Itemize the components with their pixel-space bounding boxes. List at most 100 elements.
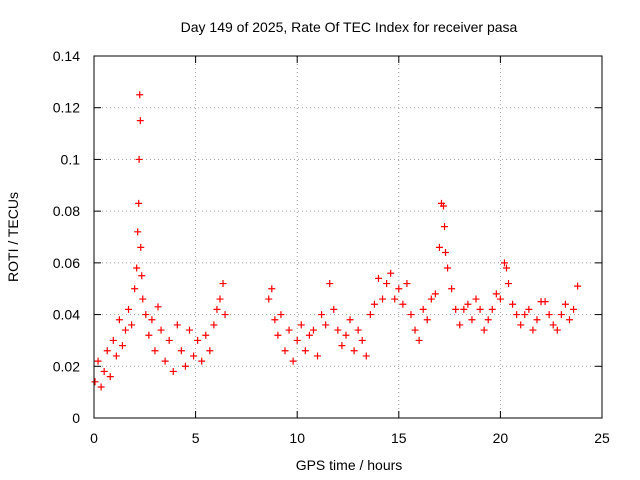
data-point	[549, 321, 557, 329]
data-point	[574, 282, 582, 290]
y-tick-label: 0.12	[53, 100, 80, 116]
data-point	[379, 295, 387, 303]
data-point	[134, 228, 142, 236]
data-point	[403, 280, 411, 288]
y-tick-label: 0.08	[53, 203, 80, 219]
data-point	[557, 311, 565, 319]
data-point	[109, 336, 117, 344]
data-point	[309, 326, 317, 334]
data-point	[334, 326, 342, 334]
data-point	[136, 91, 144, 99]
data-point	[314, 352, 322, 360]
data-point	[131, 285, 139, 293]
data-point	[419, 305, 427, 313]
data-point	[97, 383, 105, 391]
data-point	[181, 362, 189, 370]
data-point	[221, 311, 229, 319]
data-point	[468, 316, 476, 324]
data-point	[431, 290, 439, 298]
data-point	[305, 331, 313, 339]
data-point	[301, 347, 309, 355]
x-tick-label: 15	[391, 430, 407, 446]
data-point	[476, 305, 484, 313]
data-point	[322, 321, 330, 329]
data-point	[391, 295, 399, 303]
data-point	[407, 311, 415, 319]
data-point	[293, 336, 301, 344]
data-point	[213, 305, 221, 313]
x-tick-label: 0	[90, 430, 98, 446]
data-point	[274, 331, 282, 339]
y-tick-label: 0.1	[61, 151, 81, 167]
data-point	[370, 300, 378, 308]
data-point	[271, 316, 279, 324]
data-point	[570, 305, 578, 313]
data-point	[362, 352, 370, 360]
data-point	[281, 347, 289, 355]
data-point	[346, 316, 354, 324]
data-point	[190, 352, 198, 360]
data-point	[517, 321, 525, 329]
data-point	[411, 326, 419, 334]
data-point	[442, 249, 450, 257]
data-point	[533, 316, 541, 324]
data-point	[121, 326, 129, 334]
data-point	[112, 352, 120, 360]
data-point	[145, 331, 153, 339]
data-point	[330, 305, 338, 313]
data-point	[173, 321, 181, 329]
data-point	[148, 316, 156, 324]
data-point	[216, 295, 224, 303]
data-point	[444, 264, 452, 272]
data-point	[277, 311, 285, 319]
data-point	[545, 311, 553, 319]
data-point	[103, 347, 111, 355]
data-point	[525, 305, 533, 313]
data-point	[441, 223, 449, 231]
data-point	[133, 264, 141, 272]
data-point	[399, 300, 407, 308]
data-point	[350, 347, 358, 355]
data-point	[138, 272, 146, 280]
data-point	[137, 243, 145, 251]
data-point	[505, 280, 513, 288]
x-tick-label: 25	[594, 430, 610, 446]
data-point	[186, 326, 194, 334]
data-point	[128, 321, 136, 329]
data-point	[135, 199, 143, 207]
data-point	[338, 342, 346, 350]
data-point	[423, 316, 431, 324]
data-point	[553, 326, 561, 334]
data-point	[541, 298, 549, 306]
data-point	[91, 378, 99, 386]
data-point	[521, 311, 529, 319]
data-point	[484, 316, 492, 324]
data-point	[115, 316, 123, 324]
data-point	[366, 311, 374, 319]
data-point	[135, 155, 143, 163]
data-point	[285, 326, 293, 334]
data-point	[529, 326, 537, 334]
data-point	[513, 311, 521, 319]
data-point	[219, 280, 227, 288]
data-point	[480, 326, 488, 334]
y-tick-label: 0.14	[53, 48, 80, 64]
data-point	[106, 373, 114, 381]
data-point	[118, 342, 126, 350]
data-point	[435, 243, 443, 251]
data-point	[509, 300, 517, 308]
data-point	[383, 280, 391, 288]
data-points	[91, 91, 582, 391]
data-point	[500, 259, 508, 267]
data-point	[157, 326, 165, 334]
data-point	[565, 316, 573, 324]
data-point	[136, 117, 144, 125]
data-point	[415, 336, 423, 344]
data-point	[374, 274, 382, 282]
data-point	[492, 290, 500, 298]
data-point	[326, 280, 334, 288]
data-point	[198, 357, 206, 365]
data-point	[161, 357, 169, 365]
data-point	[440, 202, 448, 210]
